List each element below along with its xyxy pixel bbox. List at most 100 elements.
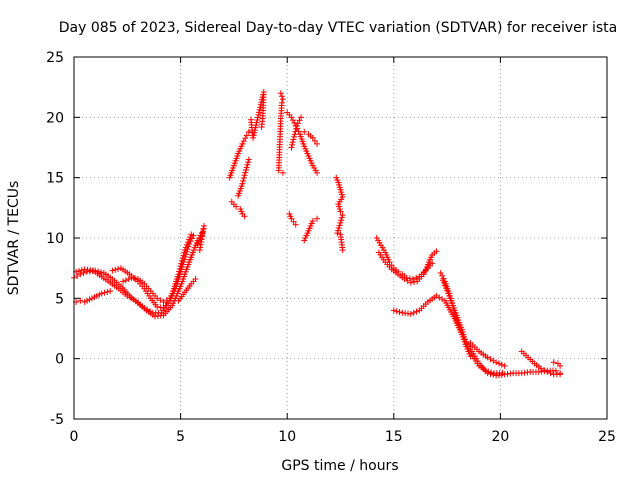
data-point [253, 119, 260, 126]
x-tick-label: 10 [278, 429, 296, 445]
data-point [338, 217, 345, 224]
data-point [288, 114, 295, 121]
series-arc-w [439, 277, 506, 377]
x-tick-label: 20 [491, 429, 509, 445]
data-point [243, 132, 250, 139]
data-point [192, 276, 199, 283]
data-point [277, 90, 284, 97]
data-point [182, 253, 189, 260]
data-point [429, 260, 436, 267]
data-point [255, 111, 262, 118]
data-point [493, 359, 500, 366]
y-axis-ticks: -5 0 5 10 15 20 25 [46, 50, 607, 428]
data-point [441, 282, 448, 289]
data-point [112, 266, 119, 273]
data-point [499, 370, 506, 377]
data-point [557, 362, 564, 369]
data-point [182, 251, 189, 258]
data-point [495, 360, 502, 367]
data-point [196, 247, 203, 254]
data-point [337, 219, 344, 226]
data-point [239, 180, 246, 187]
data-point [292, 128, 299, 135]
data-point [242, 167, 249, 174]
data-point [74, 273, 81, 280]
data-point [407, 279, 414, 286]
data-point [98, 269, 105, 276]
data-point [337, 208, 344, 215]
data-point [288, 215, 295, 222]
data-point [290, 136, 297, 143]
x-axis-label: GPS time / hours [281, 458, 398, 474]
series-arc-y [518, 348, 564, 378]
data-point [557, 371, 564, 378]
data-point [244, 161, 251, 168]
x-tick-label: 5 [176, 429, 185, 445]
data-point [292, 221, 299, 228]
data-point [293, 125, 300, 132]
x-tick-label: 25 [598, 429, 616, 445]
data-point [250, 134, 257, 141]
data-point [550, 359, 557, 366]
data-point [314, 140, 321, 147]
data-point [537, 365, 544, 372]
data-point [242, 135, 249, 142]
data-point [154, 295, 161, 302]
data-point [314, 215, 321, 222]
data-point [547, 370, 554, 377]
data-point [104, 288, 111, 295]
data-point [339, 212, 346, 219]
y-tick-label: 0 [55, 352, 64, 368]
data-point [257, 104, 264, 111]
y-tick-label: 5 [55, 291, 64, 307]
series-arc-t [375, 248, 440, 286]
y-tick-label: 20 [46, 110, 64, 126]
data-point [180, 258, 187, 265]
data-point [335, 227, 342, 234]
data-point [444, 287, 451, 294]
y-tick-label: 25 [46, 50, 64, 66]
series-arc-o [301, 128, 321, 147]
data-point [163, 297, 170, 304]
data-point [501, 362, 508, 369]
data-point [404, 277, 411, 284]
data-point [396, 309, 403, 316]
data-point [250, 132, 257, 139]
scatter-points [71, 88, 564, 379]
data-point [179, 261, 186, 268]
data-point [240, 177, 247, 184]
data-point [541, 367, 548, 374]
data-point [309, 218, 316, 225]
data-point [243, 164, 250, 171]
series-arc-q [301, 215, 321, 244]
series-arc-h [226, 128, 252, 181]
data-point [289, 117, 296, 124]
data-point [187, 238, 194, 245]
data-point [544, 368, 551, 375]
data-point [413, 308, 420, 315]
series-arc-l [275, 90, 286, 176]
data-point [413, 274, 420, 281]
data-point [393, 308, 400, 315]
series-arc-z [550, 359, 564, 369]
data-point [240, 138, 247, 145]
data-point [309, 134, 316, 141]
data-point [233, 203, 240, 210]
data-point [101, 289, 108, 296]
data-point [125, 276, 132, 283]
data-point [334, 230, 341, 237]
data-point [482, 367, 489, 374]
data-point [291, 131, 298, 138]
data-point [240, 175, 247, 182]
data-point [184, 246, 191, 253]
data-point [279, 169, 286, 176]
data-point [440, 279, 447, 286]
data-point [154, 303, 161, 310]
data-point [75, 267, 82, 274]
data-point [183, 248, 190, 255]
data-point [256, 106, 263, 113]
series-arc-k [247, 88, 267, 141]
data-point [411, 279, 418, 286]
chart-title: Day 085 of 2023, Sidereal Day-to-day VTE… [59, 20, 617, 36]
data-point [256, 109, 263, 116]
